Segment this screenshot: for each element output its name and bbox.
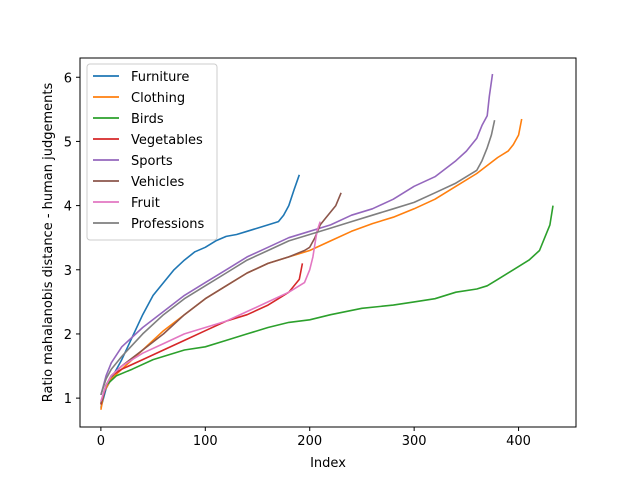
y-tick-label: 1: [64, 392, 72, 407]
series-line-birds: [100, 205, 554, 405]
x-tick-label: 300: [402, 434, 427, 449]
y-tick-label: 3: [64, 264, 72, 279]
x-tick-label: 0: [97, 434, 105, 449]
series-line-furniture: [100, 174, 301, 408]
x-axis-label: Index: [310, 456, 346, 471]
y-tick-label: 2: [64, 328, 72, 343]
series-line-fruit: [100, 221, 321, 402]
x-tick-label: 400: [506, 434, 531, 449]
y-axis: 1 2 3 4 5 6: [64, 71, 80, 407]
y-tick-label: 5: [64, 135, 72, 150]
y-tick-label: 6: [64, 71, 72, 86]
series-layer: [100, 73, 554, 410]
legend-label-fruit: Fruit: [131, 196, 160, 211]
x-tick-label: 100: [193, 434, 218, 449]
series-line-vegetables: [100, 263, 304, 405]
series-line-professions: [100, 120, 496, 396]
legend-label-clothing: Clothing: [131, 91, 185, 106]
legend-label-vehicles: Vehicles: [131, 175, 184, 190]
series-line-sports: [100, 73, 494, 396]
y-tick-label: 4: [64, 200, 72, 215]
legend: Furniture Clothing Birds Vegetables Sports Ve…: [86, 63, 218, 241]
legend-label-vegetables: Vegetables: [131, 133, 203, 148]
x-tick-label: 200: [297, 434, 322, 449]
legend-label-sports: Sports: [131, 154, 173, 169]
legend-label-birds: Birds: [131, 112, 164, 127]
plot-frame: [79, 57, 577, 428]
y-axis-label: Ratio mahalanobis distance - human judge…: [41, 83, 56, 403]
x-axis: 0 100 200 300 400: [97, 427, 531, 449]
legend-label-professions: Professions: [131, 217, 205, 232]
legend-box: [86, 63, 218, 241]
legend-label-furniture: Furniture: [131, 70, 189, 85]
